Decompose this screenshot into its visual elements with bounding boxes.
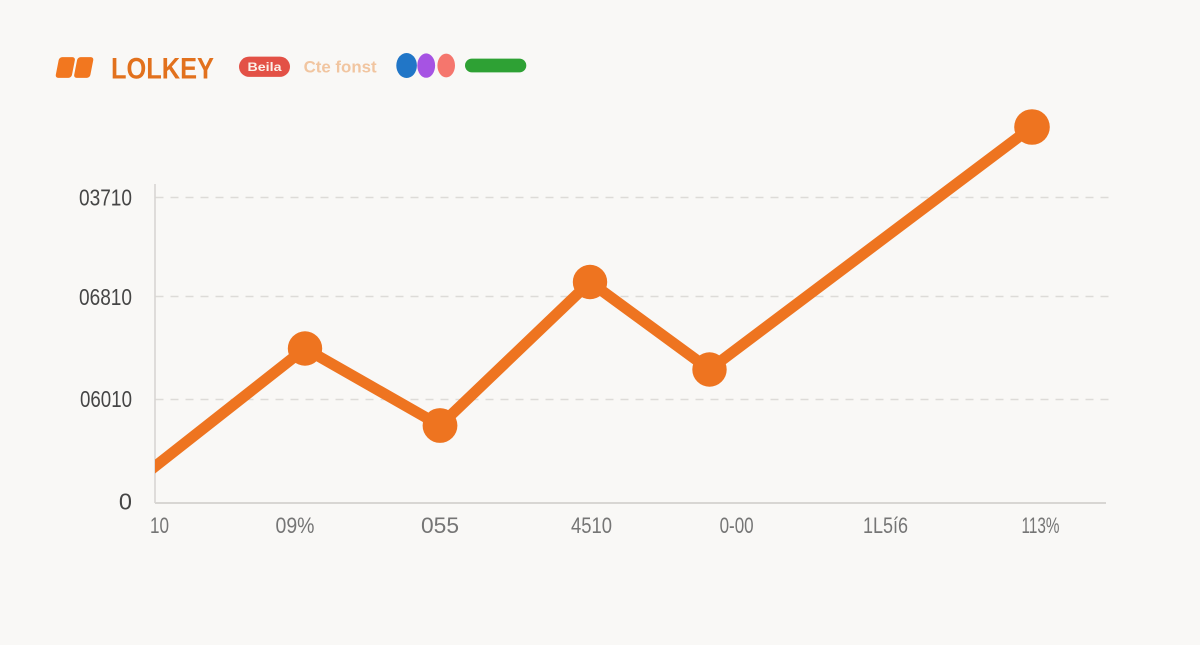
svg-text:06010: 06010 — [80, 386, 132, 412]
svg-text:1L5í6: 1L5í6 — [863, 513, 908, 538]
svg-text:06810: 06810 — [79, 284, 132, 310]
svg-text:LOLKEY: LOLKEY — [111, 53, 214, 86]
svg-text:Cte fonst: Cte fonst — [304, 58, 378, 76]
svg-text:09%: 09% — [276, 513, 315, 538]
svg-text:10: 10 — [150, 513, 169, 538]
svg-text:0-00: 0-00 — [720, 513, 754, 538]
svg-text:0: 0 — [119, 489, 132, 515]
svg-text:4510: 4510 — [571, 513, 612, 538]
svg-text:055: 055 — [421, 513, 459, 538]
svg-text:Beila: Beila — [248, 62, 283, 74]
svg-text:113%: 113% — [1022, 513, 1060, 538]
svg-text:03710: 03710 — [79, 185, 132, 211]
